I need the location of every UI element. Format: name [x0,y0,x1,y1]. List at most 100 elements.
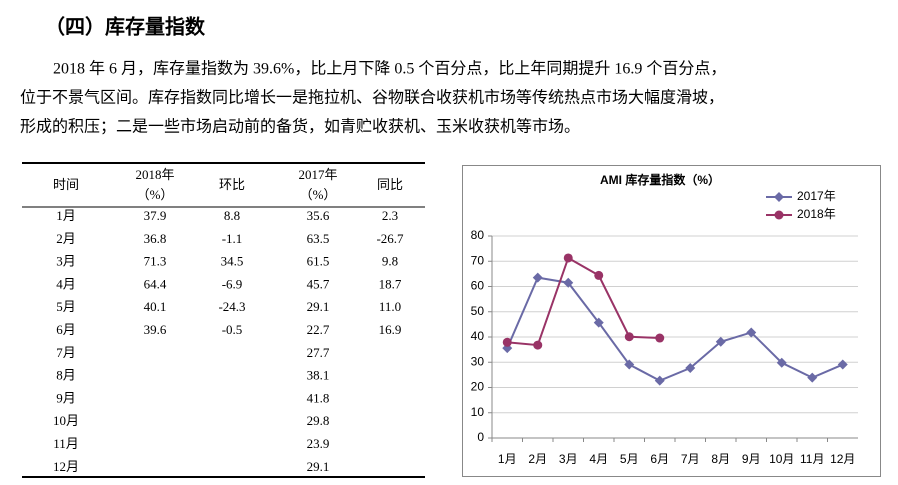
table-cell: 23.9 [307,436,330,451]
data-point [624,359,635,370]
table-cell: 9.8 [382,254,398,269]
table-cell: 29.8 [307,413,330,428]
table-cell: 16.9 [379,322,402,337]
legend-marker [774,192,784,202]
table-cell: 12月 [53,459,79,474]
table-cell: 64.4 [144,276,167,291]
x-tick-label: 3月 [559,452,578,466]
table-cell: 29.1 [307,299,330,314]
table-cell: 41.8 [307,390,330,405]
table-header: （%） [137,187,174,202]
table-cell: 45.7 [307,276,330,291]
data-point [654,375,665,386]
y-tick-label: 20 [471,380,485,394]
table-cell: 18.7 [379,276,402,291]
heading: （四）库存量指数 [45,15,206,39]
data-point [807,372,818,383]
table-cell: 38.1 [307,368,330,383]
chart-frame [462,165,881,477]
y-tick-label: 50 [471,304,485,318]
table-cell: 27.7 [307,345,330,360]
x-tick-label: 12月 [830,452,855,466]
table-cell: 4月 [56,276,76,291]
series-line [506,276,844,382]
table-cell: -0.5 [222,322,243,337]
paragraph-line: 形成的积压；二是一些市场启动前的备货，如青贮收获机、玉米收获机等市场。 [20,118,580,136]
table-cell: 71.3 [144,254,167,269]
table-cell: 9月 [56,390,76,405]
x-tick-label: 6月 [650,452,669,466]
table-cell: 2.3 [382,208,398,223]
y-tick-label: 40 [471,329,485,343]
data-point [837,359,848,370]
table-cell: 29.1 [307,459,330,474]
data-point [715,336,726,347]
x-tick-label: 11月 [800,452,824,466]
y-tick-label: 70 [471,253,485,267]
table-cell: -1.1 [222,231,243,246]
table-cell: 8月 [56,368,76,383]
data-point [563,277,574,288]
table-cell: -6.9 [222,276,243,291]
x-tick-label: 4月 [589,452,608,466]
table-cell: 22.7 [307,322,330,337]
data-point [655,333,665,343]
y-tick-label: 80 [471,228,485,242]
legend-label: 2018年 [797,207,836,221]
table-cell: 37.9 [144,208,167,223]
table-header: 2017年 [298,167,337,182]
table-header: 同比 [377,177,403,192]
legend-label: 2017年 [797,189,836,203]
data-point [746,327,757,338]
table-cell: 7月 [56,345,76,360]
data-point [563,253,573,263]
table-cell: 63.5 [307,231,330,246]
table-header: 时间 [53,177,79,192]
table-cell: 3月 [56,254,76,269]
table-cell: 11月 [53,436,79,451]
table-header: 2018年 [135,167,174,182]
table-cell: 2月 [56,231,76,246]
table-cell: 34.5 [221,254,244,269]
table-cell: 11.0 [379,299,401,314]
table-cell: 35.6 [307,208,330,223]
table-cell: 36.8 [144,231,167,246]
x-tick-label: 2月 [528,452,547,466]
table-cell: 39.6 [144,322,167,337]
x-tick-label: 5月 [620,452,639,466]
data-point [532,272,543,283]
table-cell: -24.3 [218,299,245,314]
x-tick-label: 8月 [711,452,730,466]
data-point [594,270,604,280]
data-point [624,332,634,342]
legend-marker [774,210,784,220]
paragraph-line: 2018 年 6 月，库存量指数为 39.6%，比上月下降 0.5 个百分点，比… [53,60,726,78]
chart-title: AMI 库存量指数（%） [600,172,720,187]
table-cell: 10月 [53,413,79,428]
table-cell: 61.5 [307,254,330,269]
table-header: （%） [300,187,337,202]
table-cell: -26.7 [376,231,404,246]
data-point [502,337,512,347]
x-tick-label: 9月 [742,452,761,466]
table-cell: 40.1 [144,299,167,314]
y-tick-label: 0 [477,430,484,444]
data-point [533,340,543,350]
y-tick-label: 30 [471,354,485,368]
data-point [685,363,696,374]
x-tick-label: 1月 [498,452,517,466]
x-tick-label: 7月 [681,452,700,466]
series-line [507,256,660,347]
y-tick-label: 60 [471,279,485,293]
y-tick-label: 10 [471,405,485,419]
table-cell: 6月 [56,322,76,337]
x-tick-label: 10月 [769,452,794,466]
table-header: 环比 [219,177,245,192]
data-point [776,357,787,368]
paragraph-line: 位于不景气区间。库存指数同比增长一是拖拉机、谷物联合收获机市场等传统热点市场大幅… [20,89,724,107]
table-cell: 8.8 [224,208,240,223]
table-cell: 5月 [56,299,76,314]
data-point [593,317,604,328]
table-cell: 1月 [56,208,76,223]
